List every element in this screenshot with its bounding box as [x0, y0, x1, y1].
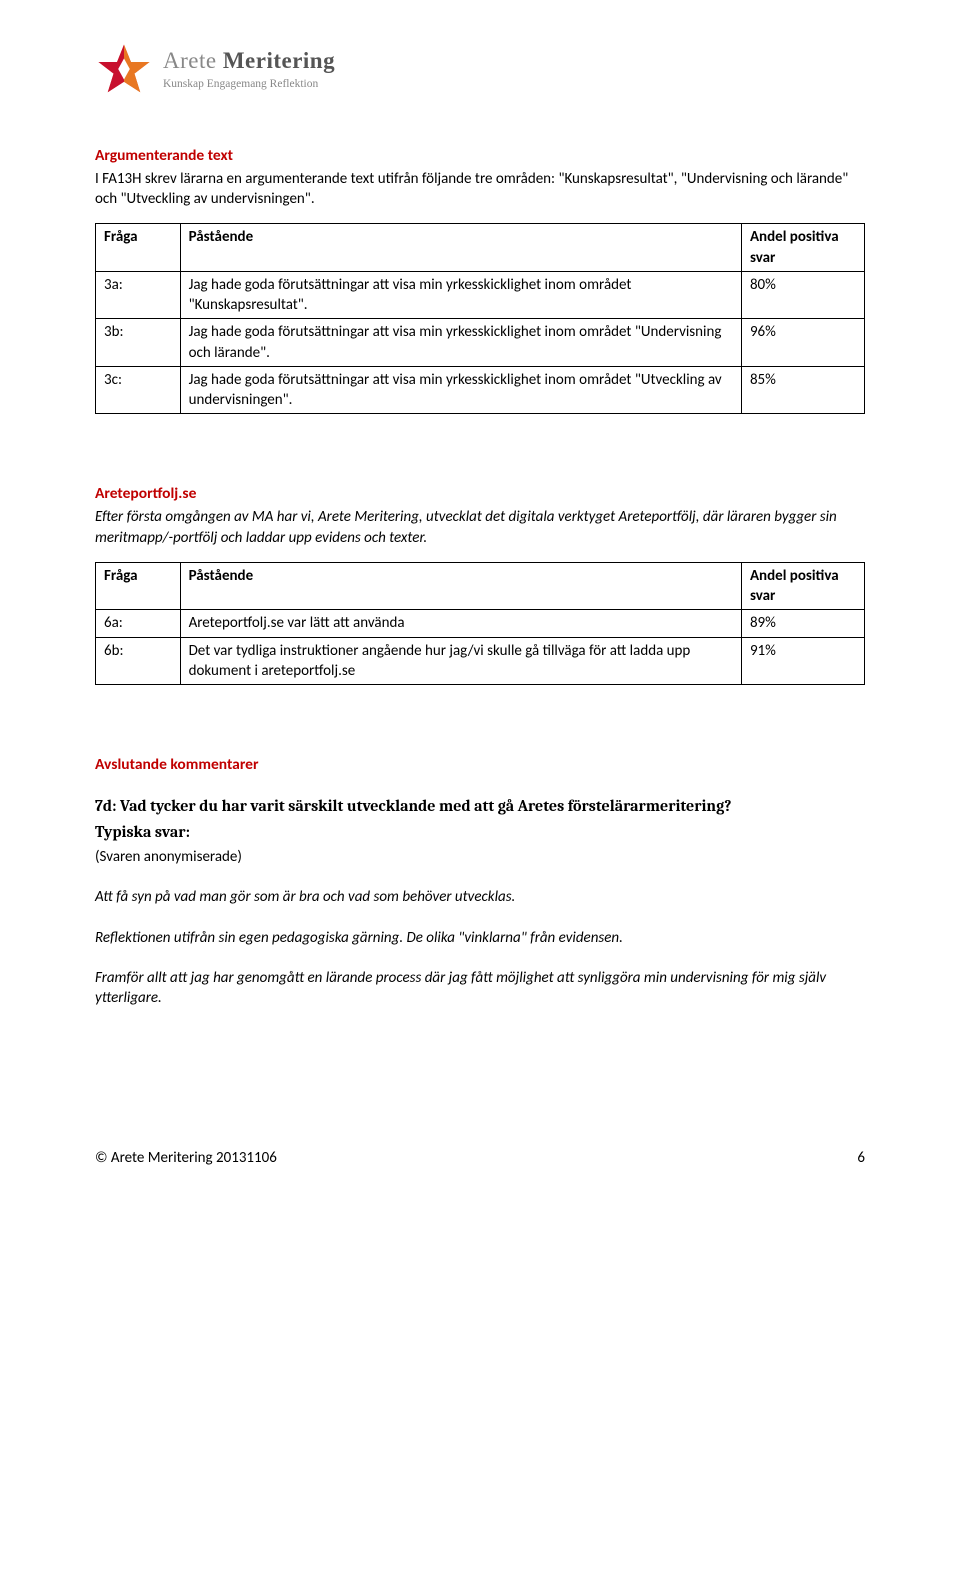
- comment-2: Reflektionen utifrån sin egen pedagogisk…: [95, 928, 865, 948]
- th-fraga: Fråga: [96, 224, 181, 272]
- th-andel: Andel positiva svar: [741, 224, 864, 272]
- cell-a: 89%: [741, 610, 864, 637]
- closing-anon: (Svaren anonymiserade): [95, 847, 865, 867]
- comment-1: Att få syn på vad man gör som är bra och…: [95, 887, 865, 907]
- page-number: 6: [857, 1148, 865, 1168]
- closing-question: 7d: Vad tycker du har varit särskilt utv…: [95, 796, 865, 818]
- closing-typical: Typiska svar:: [95, 822, 865, 844]
- table-row: 3a: Jag hade goda förutsättningar att vi…: [96, 271, 865, 319]
- cell-q: 3c:: [96, 366, 181, 414]
- page-header: Arete Meritering Kunskap Engagemang Refl…: [95, 40, 865, 98]
- logo-star-icon: [95, 40, 153, 98]
- brand-word-1: Arete: [163, 48, 217, 73]
- cell-a: 80%: [741, 271, 864, 319]
- table-row: 3b: Jag hade goda förutsättningar att vi…: [96, 319, 865, 367]
- th-andel: Andel positiva svar: [741, 562, 864, 610]
- cell-p: Jag hade goda förutsättningar att visa m…: [180, 319, 741, 367]
- table-row: 6a: Areteportfolj.se var lätt att använd…: [96, 610, 865, 637]
- cell-p: Areteportfolj.se var lätt att använda: [180, 610, 741, 637]
- th-pastaende: Påstående: [180, 224, 741, 272]
- cell-q: 6b:: [96, 637, 181, 685]
- table-1: Fråga Påstående Andel positiva svar 3a: …: [95, 223, 865, 414]
- cell-p: Jag hade goda förutsättningar att visa m…: [180, 366, 741, 414]
- table-row: 6b: Det var tydliga instruktioner angåen…: [96, 637, 865, 685]
- table-header-row: Fråga Påstående Andel positiva svar: [96, 562, 865, 610]
- section2-heading: Areteportfolj.se: [95, 484, 865, 505]
- page-footer: © Arete Meritering 20131106 6: [95, 1148, 865, 1168]
- cell-p: Jag hade goda förutsättningar att visa m…: [180, 271, 741, 319]
- section1-heading: Argumenterande text: [95, 146, 865, 167]
- section2-para: Efter första omgången av MA har vi, Aret…: [95, 507, 865, 548]
- cell-q: 6a:: [96, 610, 181, 637]
- table-row: 3c: Jag hade goda förutsättningar att vi…: [96, 366, 865, 414]
- section1-para: I FA13H skrev lärarna en argumenterande …: [95, 169, 865, 210]
- th-fraga: Fråga: [96, 562, 181, 610]
- brand-word-2: Meritering: [223, 48, 335, 73]
- cell-a: 96%: [741, 319, 864, 367]
- th-pastaende: Påstående: [180, 562, 741, 610]
- cell-a: 91%: [741, 637, 864, 685]
- cell-q: 3b:: [96, 319, 181, 367]
- logo-title: Arete Meritering: [163, 45, 335, 76]
- cell-p: Det var tydliga instruktioner angående h…: [180, 637, 741, 685]
- logo-tagline: Kunskap Engagemang Reflektion: [163, 77, 335, 93]
- comment-3: Framför allt att jag har genomgått en lä…: [95, 968, 865, 1009]
- cell-a: 85%: [741, 366, 864, 414]
- footer-copyright: © Arete Meritering 20131106: [95, 1148, 277, 1168]
- closing-heading: Avslutande kommentarer: [95, 755, 865, 776]
- table-header-row: Fråga Påstående Andel positiva svar: [96, 224, 865, 272]
- logo-text: Arete Meritering Kunskap Engagemang Refl…: [163, 45, 335, 93]
- table-2: Fråga Påstående Andel positiva svar 6a: …: [95, 562, 865, 685]
- cell-q: 3a:: [96, 271, 181, 319]
